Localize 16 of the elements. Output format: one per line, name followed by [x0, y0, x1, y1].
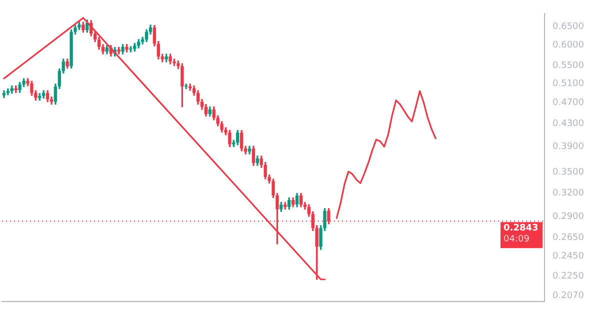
y-tick-label: 0.3900	[552, 142, 584, 152]
y-tick-label: 0.3500	[552, 168, 584, 178]
annotation: 04:09	[504, 234, 530, 244]
y-tick-label: 0.2900	[552, 212, 584, 222]
ref-line-label: 0.2843	[504, 223, 538, 234]
y-tick-label: 0.3200	[552, 188, 584, 199]
y-tick-label: 0.6500	[552, 22, 584, 32]
y-tick-label: 0.2450	[552, 252, 584, 262]
y-tick-label: 0.2250	[552, 272, 584, 282]
y-tick-label: 0.5500	[552, 61, 584, 72]
y-tick-label: 0.4700	[552, 98, 584, 108]
y-tick-label: 0.2070	[552, 291, 584, 302]
y-tick-label: 0.4300	[552, 119, 584, 130]
y-tick-label: 0.2650	[552, 233, 584, 244]
y-tick-label: 0.6000	[552, 40, 584, 51]
y-tick-label: 0.5100	[552, 78, 584, 89]
